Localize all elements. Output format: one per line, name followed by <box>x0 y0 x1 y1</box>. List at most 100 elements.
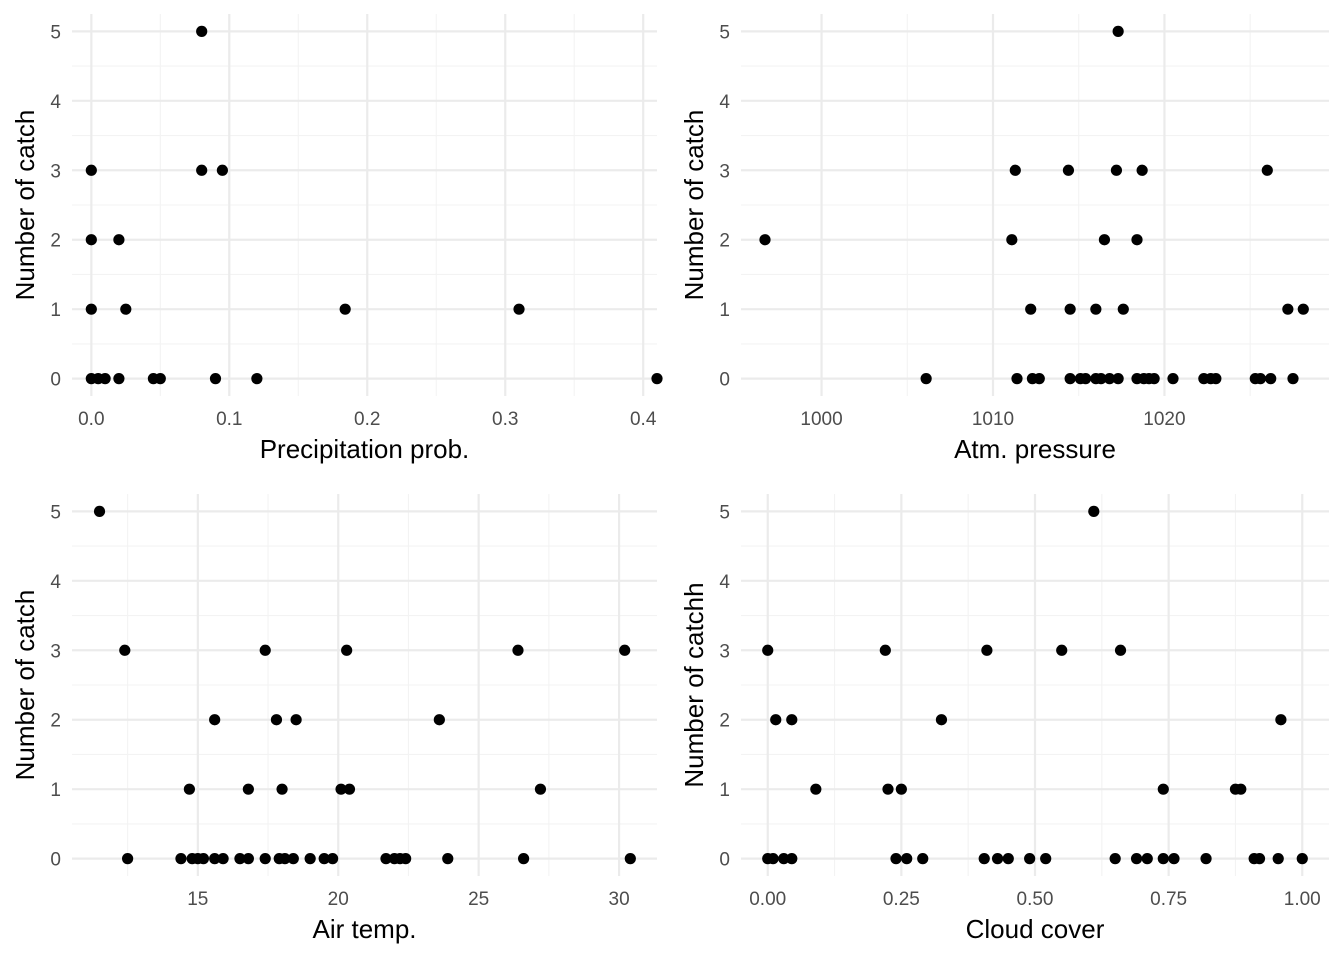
data-point <box>882 783 894 795</box>
y-axis-title: Number of catch <box>10 110 40 301</box>
data-point <box>341 644 353 656</box>
data-point <box>1006 234 1018 246</box>
data-point <box>1062 164 1075 176</box>
data-point <box>786 853 798 865</box>
data-point <box>1296 853 1308 865</box>
data-point <box>1098 234 1111 246</box>
y-tick-label: 4 <box>50 92 61 113</box>
data-point <box>1090 303 1102 315</box>
data-point <box>890 853 902 865</box>
y-tick-label: 1 <box>719 780 730 801</box>
data-point <box>1253 853 1266 865</box>
data-point <box>762 644 774 656</box>
x-tick-label: 1010 <box>972 409 1014 430</box>
x-tick-label: 30 <box>609 889 630 910</box>
panel-4-cloud-cover: 0.00 0.25 0.50 0.75 1.00 0 1 2 3 4 5 Cloud cover Num… <box>679 494 1329 944</box>
data-point <box>770 714 782 726</box>
y-tick-label: 0 <box>50 850 61 871</box>
x-axis-title: Precipitation prob. <box>260 434 470 464</box>
data-point <box>209 714 221 726</box>
data-point <box>85 303 97 315</box>
y-tick-label: 3 <box>50 641 61 662</box>
x-tick-label: 0.1 <box>216 409 242 430</box>
data-point <box>1064 373 1076 385</box>
y-tick-label: 5 <box>50 502 61 523</box>
data-point <box>339 303 351 315</box>
data-point <box>767 853 779 865</box>
data-point <box>209 373 222 385</box>
data-point <box>935 714 948 726</box>
data-point <box>534 783 547 795</box>
data-point <box>917 853 929 865</box>
y-tick-label: 4 <box>50 572 61 593</box>
data-point <box>1112 373 1124 385</box>
data-point <box>1040 853 1052 865</box>
data-point <box>290 714 302 726</box>
data-point <box>183 783 195 795</box>
data-point <box>1261 164 1273 176</box>
y-tick-label: 4 <box>719 572 730 593</box>
y-tick-label: 4 <box>719 92 730 113</box>
data-point <box>217 853 229 865</box>
data-point <box>99 373 111 385</box>
x-tick-label: 15 <box>187 889 208 910</box>
data-point <box>1088 505 1100 517</box>
data-point <box>759 234 771 246</box>
data-point <box>991 853 1004 865</box>
data-point <box>1275 714 1287 726</box>
data-point <box>1200 853 1212 865</box>
data-point <box>259 853 271 865</box>
data-point <box>1287 373 1299 385</box>
data-point <box>122 853 134 865</box>
data-point <box>1167 373 1179 385</box>
y-tick-label: 0 <box>719 850 730 871</box>
data-point <box>517 853 530 865</box>
data-point <box>1168 853 1180 865</box>
data-point <box>1103 373 1116 385</box>
data-point <box>270 714 283 726</box>
data-point <box>1002 853 1014 865</box>
data-point <box>1025 303 1037 315</box>
y-tick-label: 1 <box>50 780 61 801</box>
data-point <box>318 853 330 865</box>
data-point <box>380 853 392 865</box>
x-tick-label: 20 <box>328 889 349 910</box>
y-tick-label: 5 <box>719 502 730 523</box>
data-point <box>879 644 891 656</box>
data-point <box>1011 373 1023 385</box>
data-point <box>778 853 790 865</box>
x-tick-label: 0.0 <box>78 409 104 430</box>
y-tick-label: 5 <box>719 22 730 43</box>
data-point <box>1024 853 1036 865</box>
data-point <box>1033 373 1045 385</box>
x-tick-label: 0.4 <box>630 409 657 430</box>
data-point <box>343 783 356 795</box>
data-point <box>1272 853 1284 865</box>
y-tick-label: 2 <box>719 711 730 732</box>
y-axis-title: Number of catch <box>10 590 40 781</box>
data-point <box>327 853 339 865</box>
x-tick-label: 0.50 <box>1017 889 1054 910</box>
data-point <box>920 373 932 385</box>
x-tick-label: 25 <box>468 889 489 910</box>
x-axis-title: Cloud cover <box>966 914 1105 944</box>
data-point <box>251 373 263 385</box>
data-point <box>287 853 299 865</box>
y-tick-label: 0 <box>719 370 730 391</box>
panel-1-precipitation-prob: 0.0 0.1 0.2 0.3 0.4 0 1 2 3 4 5 Precipitation prob.… <box>10 14 663 464</box>
data-point <box>810 783 822 795</box>
data-point <box>304 853 316 865</box>
x-tick-label: 0.25 <box>883 889 920 910</box>
data-point <box>93 505 106 517</box>
x-tick-label: 0.00 <box>749 889 786 910</box>
data-point <box>1130 853 1143 865</box>
y-tick-label: 0 <box>50 370 61 391</box>
x-tick-label: 0.75 <box>1150 889 1187 910</box>
data-point <box>1141 853 1153 865</box>
y-tick-label: 2 <box>50 231 61 252</box>
data-point <box>1112 25 1124 37</box>
data-point <box>276 783 288 795</box>
data-point <box>1157 783 1169 795</box>
data-point <box>1009 164 1021 176</box>
